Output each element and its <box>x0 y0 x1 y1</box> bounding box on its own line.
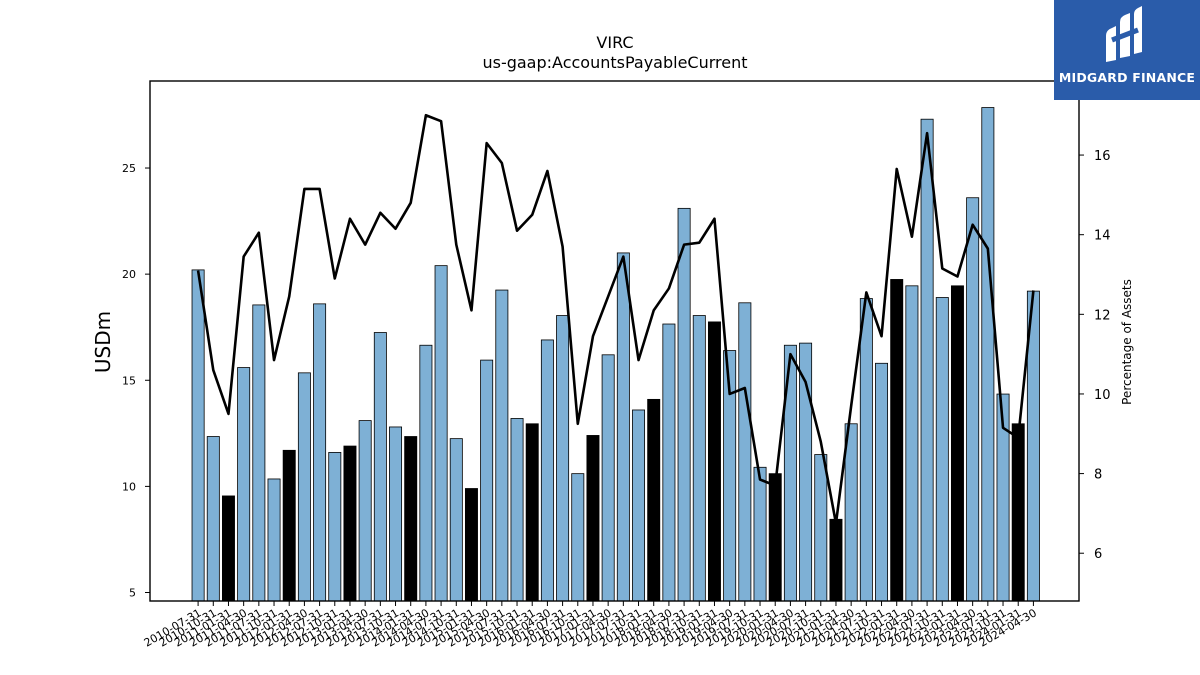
bar <box>419 344 433 602</box>
bar <box>495 289 509 602</box>
bar <box>358 420 372 602</box>
y-tick-label: 15 <box>122 374 136 387</box>
bar <box>905 285 919 602</box>
left-y-axis: 5 10 15 20 25 <box>122 162 150 600</box>
x-axis: 2010-07-312010-10-312011-01-312011-04-30… <box>142 601 1039 650</box>
bar <box>677 207 691 602</box>
y2-tick-label: 6 <box>1094 547 1102 562</box>
line-series <box>196 113 1035 525</box>
bar <box>981 107 995 602</box>
bar <box>950 285 964 602</box>
bar <box>844 423 858 602</box>
bar <box>753 466 767 602</box>
bar <box>920 118 934 602</box>
bar <box>464 488 478 602</box>
bar <box>206 436 220 602</box>
bar <box>768 473 782 602</box>
bar <box>540 339 554 602</box>
y2-tick-label: 12 <box>1094 308 1111 323</box>
bar <box>935 297 949 602</box>
bar <box>616 252 630 602</box>
bar <box>389 426 403 602</box>
right-y-axis: 6 8 10 12 14 16 <box>1079 149 1111 562</box>
bar <box>267 478 281 602</box>
y2-tick-label: 16 <box>1094 149 1111 164</box>
bar <box>859 298 873 602</box>
bar <box>510 418 524 602</box>
y-tick-label: 20 <box>122 268 136 281</box>
bar <box>647 398 661 602</box>
bar <box>480 359 494 602</box>
chart-subtitle: us-gaap:AccountsPayableCurrent <box>482 53 747 72</box>
y2-tick-label: 8 <box>1094 468 1102 483</box>
brand-name: MIDGARD FINANCE <box>1058 70 1196 85</box>
bar <box>707 321 721 602</box>
bar <box>601 354 615 602</box>
bar <box>237 367 251 602</box>
bar <box>434 265 448 602</box>
bar <box>586 435 600 602</box>
bar <box>632 409 646 602</box>
brand-logo: MIDGARD FINANCE <box>1054 0 1200 100</box>
bar-series <box>191 107 1040 602</box>
bar <box>966 197 980 602</box>
logo-mark-icon <box>1106 6 1142 62</box>
bar <box>191 269 205 602</box>
bar <box>571 473 585 602</box>
bar <box>829 518 843 602</box>
y2-axis-label: Percentage of Assets <box>1120 279 1134 405</box>
bar <box>814 454 828 602</box>
plot-title: VIRC us-gaap:AccountsPayableCurrent <box>482 33 747 72</box>
bar <box>692 315 706 602</box>
bar <box>297 372 311 602</box>
bar <box>890 279 904 602</box>
line-path <box>196 113 1035 525</box>
bar <box>875 362 889 602</box>
y-axis-label: USDm <box>91 311 115 373</box>
bar <box>313 303 327 602</box>
bar <box>252 304 266 602</box>
bar <box>738 302 752 602</box>
y-tick-label: 5 <box>129 587 136 600</box>
bar <box>373 332 387 602</box>
plot-frame <box>149 80 1080 602</box>
bar <box>556 315 570 602</box>
y-tick-label: 10 <box>122 480 136 493</box>
bar <box>404 436 418 602</box>
y2-tick-label: 10 <box>1094 388 1111 403</box>
bar <box>449 438 463 602</box>
bar <box>221 495 235 602</box>
bar <box>328 452 342 602</box>
y2-tick-label: 14 <box>1094 229 1111 244</box>
bar <box>662 323 676 602</box>
bar <box>525 423 539 602</box>
bar <box>343 445 357 602</box>
bar <box>1011 423 1025 602</box>
chart-title: VIRC <box>596 33 633 52</box>
y-tick-label: 25 <box>122 162 136 175</box>
bar <box>282 449 296 602</box>
